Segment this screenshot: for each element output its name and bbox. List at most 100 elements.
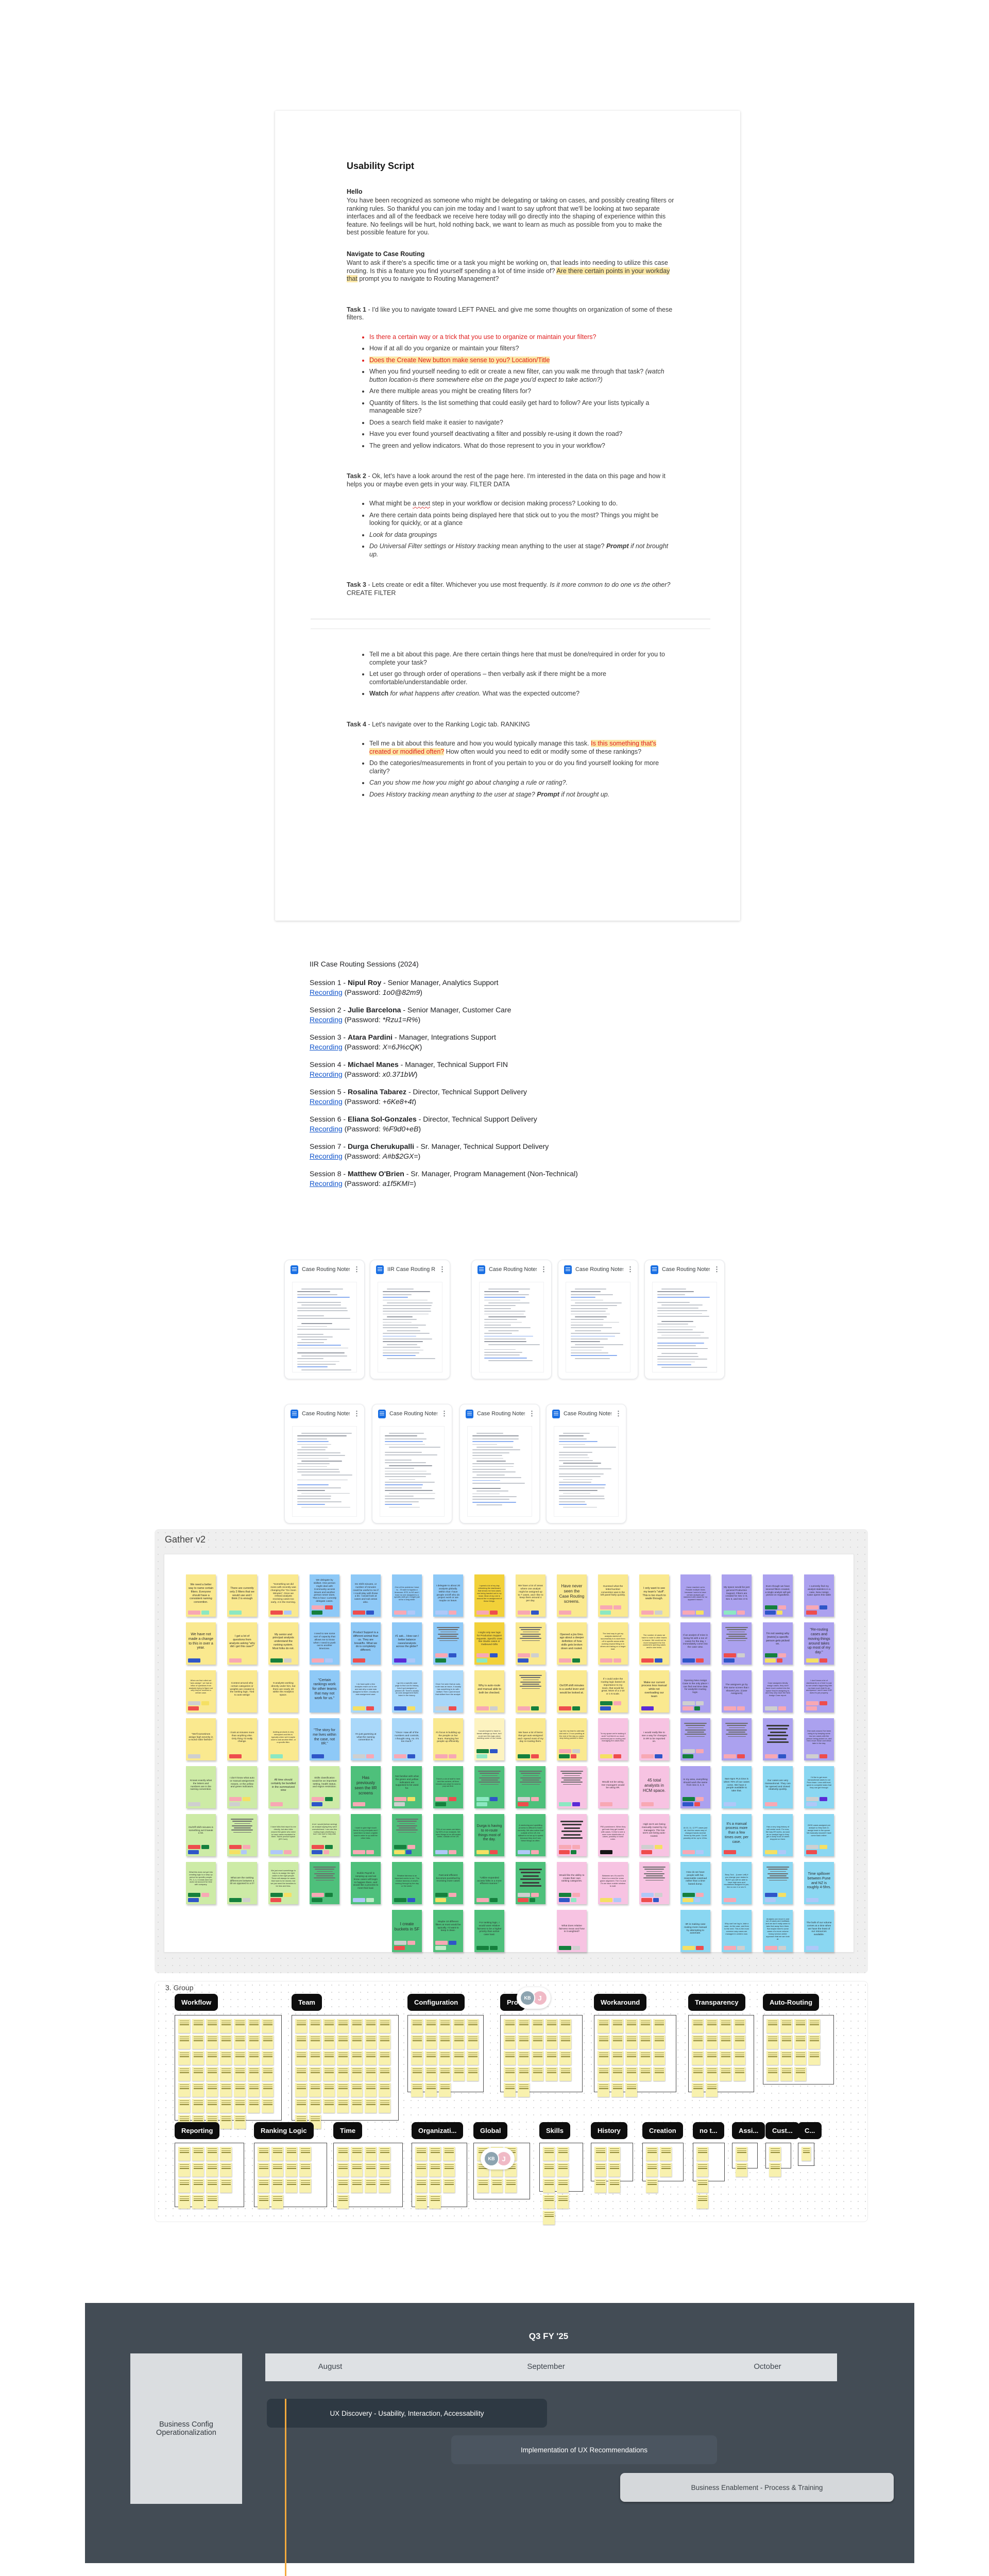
sticky-note[interactable]: 20/30 cases assigned per analyst so they… [804,1814,834,1856]
sticky-note[interactable]: I don't know a lot of dashboards or a 't… [804,1670,834,1713]
sticky-note[interactable] [722,1718,752,1760]
more-options-icon[interactable]: ⋮ [540,1265,547,1273]
group-label-chip[interactable]: Organizati... [412,2122,464,2139]
sticky-note[interactable]: We have a lot of items that get auto-ass… [516,1718,545,1760]
sticky-note[interactable] [680,1718,710,1760]
group-section-label[interactable]: 3. Group [165,1984,194,1992]
sticky-note[interactable]: When we first rolled out "auto-assign", … [186,1670,216,1713]
group-label-chip[interactable]: Workflow [175,1994,218,2011]
sticky-note[interactable]: I'm not seeing why [metric] a specific p… [763,1622,793,1665]
group-label-chip[interactable]: Configuration [407,1994,465,2011]
sticky-note[interactable]: Knows exactly what the letters and numbe… [186,1766,216,1808]
doc-thumbnail-card[interactable]: Case Routing Notes -...⋮ [284,1260,365,1379]
sticky-note[interactable]: Maybe 10 different filters at most would… [433,1910,463,1952]
group-frame[interactable] [412,2143,467,2209]
group-label-chip[interactable]: Global [473,2122,508,2139]
group-label-chip[interactable]: Reporting [175,2122,220,2139]
sticky-note[interactable]: Analysts can move in and out of cases an… [763,1910,793,1952]
sticky-note[interactable]: What does relative fairness mean and how… [557,1910,587,1952]
sticky-note[interactable]: A mentoring and upskilling process is di… [516,1814,545,1856]
sticky-note[interactable]: "The story for me lives within the case,… [310,1718,339,1760]
sticky-note[interactable]: Has a very long history of call center w… [763,1814,793,1856]
sticky-note[interactable] [557,1814,587,1856]
group-frame[interactable] [798,2143,814,2166]
sticky-note[interactable]: Has previously seen the IIR screens [351,1766,381,1808]
sticky-note[interactable]: #1 focus is building up the people on he… [433,1718,463,1760]
sticky-note[interactable]: One of the problems I have is... I'll wa… [392,1574,422,1617]
avatar-kb[interactable]: KB [520,1990,535,2006]
sticky-note[interactable]: "Once I saw all of the numbers and contr… [392,1718,422,1760]
sticky-note[interactable] [310,1862,339,1904]
sticky-note[interactable]: I get a lot of questions from analysts a… [227,1622,257,1665]
doc-thumbnail-card[interactable]: Case Routing Notes -...⋮ [644,1260,725,1379]
sticky-note[interactable]: I have reached out to Rosalie multiple t… [680,1574,710,1617]
sticky-note[interactable]: The best way to get my analysts started … [598,1622,628,1665]
sticky-note[interactable]: My space would be just general Productio… [722,1574,752,1617]
doc-thumbnail-card[interactable]: Case Routing Notes -...⋮ [471,1260,552,1379]
sticky-note[interactable]: 9am-5pm PLS time is when 70% of our case… [722,1766,752,1808]
more-options-icon[interactable]: ⋮ [627,1265,634,1273]
sticky-note[interactable]: 45 total analysts in HCM space. [639,1766,669,1808]
group-frame[interactable] [732,2143,758,2177]
sticky-note[interactable]: I would really like to see a way for cha… [639,1718,669,1760]
group-label-chip[interactable]: Team [292,1994,322,2011]
sticky-note[interactable]: 75% of our cases are taken by 50% of our… [433,1814,463,1856]
more-options-icon[interactable]: ⋮ [615,1410,622,1417]
group-label-chip[interactable]: C... [798,2122,822,2139]
sticky-note[interactable]: The assigners go by this same screen tha… [722,1670,752,1713]
sticky-note[interactable]: "We'll sometimes assign high severity in… [186,1718,216,1760]
sticky-note[interactable]: "Re-routing cases and moving things arou… [804,1622,834,1665]
sticky-note[interactable]: It's a manual process more than a few ti… [722,1814,752,1856]
gather-section-label[interactable]: Gather v2 [165,1534,206,1545]
doc-thumbnail-card[interactable]: Case Routing Notes -...⋮ [372,1404,452,1523]
sticky-note[interactable] [392,1814,422,1856]
sticky-note[interactable]: I delegate to about 20 analysts globally… [433,1574,463,1617]
ux-discovery-bar[interactable]: UX Discovery - Usability, Interaction, A… [267,2399,547,2428]
doc-thumbnail-card[interactable]: Case Routing Notes -...⋮ [284,1404,365,1523]
business-enablement-bar[interactable]: Business Enablement - Process & Training [620,2473,894,2502]
sticky-note[interactable]: Not familiar with what the green and yel… [392,1766,422,1808]
sticky-note[interactable]: I need to see some sort of capacity that… [310,1622,339,1665]
sticky-note[interactable]: I look at minutes more than anything els… [227,1718,257,1760]
group-frame[interactable] [642,2143,684,2193]
sticky-note[interactable]: Have never seen the Case Routing screens… [557,1574,587,1617]
more-options-icon[interactable]: ⋮ [713,1265,720,1273]
sticky-note[interactable] [516,1862,545,1904]
group-frame[interactable] [594,2015,676,2097]
sticky-note[interactable] [516,1766,545,1808]
sticky-note[interactable] [227,1814,257,1856]
sticky-note[interactable]: For ranking logic, I would want relative… [474,1910,504,1952]
sticky-note[interactable]: I would expect to have to tweak settings… [474,1718,504,1760]
sticky-note[interactable]: Context around why certain categories or… [227,1670,257,1713]
recording-link[interactable]: Recording [310,1097,343,1106]
sticky-note[interactable] [763,1718,793,1760]
recording-link[interactable]: Recording [310,1070,343,1078]
sticky-note[interactable]: I might only see logic for Production Su… [474,1622,504,1665]
sticky-note[interactable]: Why can't we log in, take a case, do the… [722,1910,752,1952]
group-frame[interactable] [693,2143,725,2209]
doc-thumbnail-card[interactable]: Case Routing Notes -...⋮ [558,1260,638,1379]
sticky-note[interactable]: Would like the ability to create their o… [557,1862,587,1904]
sticky-note[interactable]: Busy Tool... (Lower Left) if you change … [722,1862,752,1904]
sticky-note[interactable]: There's a lot of stuff in here and the c… [433,1766,463,1808]
recording-link[interactable]: Recording [310,1015,343,1024]
sticky-note[interactable]: A lot I would (before seeing) an analyst… [310,1814,339,1856]
recording-link[interactable]: Recording [310,1179,343,1188]
sticky-note[interactable]: I do have quite a few Analysts reach out… [351,1670,381,1713]
group-frame[interactable] [407,2015,484,2097]
sticky-note[interactable]: The number of cases we have to route to … [639,1622,669,1665]
group-frame[interactable] [333,2143,403,2209]
sticky-note[interactable]: "In my space we're making it work" but t… [598,1718,628,1760]
sticky-note[interactable]: I'm just guessing at what the naming con… [351,1718,381,1760]
implementation-bar[interactable]: Implementation of UX Recommendations [451,2435,717,2464]
sticky-note[interactable]: If I could order the routing logic based… [598,1670,628,1713]
sticky-note[interactable]: The bulk of our volume comes at a time w… [804,1910,834,1952]
group-frame[interactable] [254,2143,327,2209]
doc-thumbnail-card[interactable]: IIR Case Routing Rec... ⋮ [370,1260,450,1379]
sticky-note[interactable]: High sev's are being manually routed by … [639,1814,669,1856]
sticky-note[interactable]: Relative fairness is an important metric… [392,1862,422,1904]
sticky-note[interactable]: I spend a lot of my day refreshing the d… [474,1574,504,1617]
sticky-note[interactable]: I want to give high touch items to my pr… [351,1814,381,1856]
sticky-note[interactable]: Adding products is very infrequent and t… [268,1718,298,1760]
more-options-icon[interactable]: ⋮ [441,1410,448,1417]
